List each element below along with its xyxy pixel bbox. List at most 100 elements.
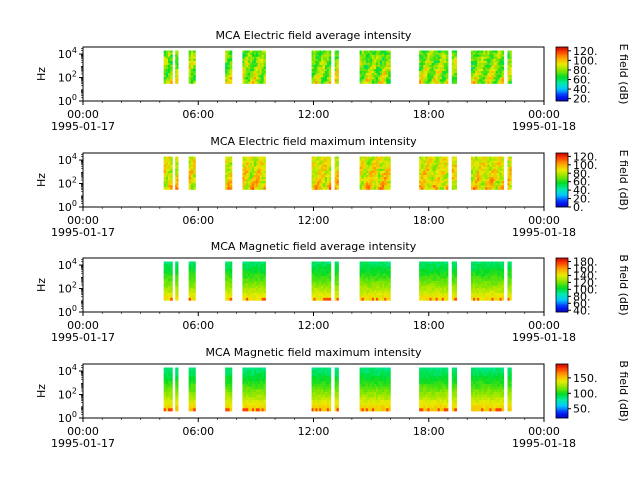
spectrogram-cell [175,268,178,272]
spectrogram-cell [509,263,512,267]
spectrogram-cell [382,268,385,272]
spectrogram-cell [259,166,263,170]
spectrogram-cell [315,397,318,401]
spectrogram-cell [471,54,474,58]
spectrogram-cell [491,158,494,162]
spectrogram-cell [475,164,478,168]
spectrogram-cell [475,177,478,180]
colorbar-swatch [556,283,568,286]
spectrogram-cell [419,73,422,76]
spectrogram-cell [176,73,179,76]
spectrogram-cell [435,73,439,76]
spectrogram-cell [250,52,253,56]
spectrogram-cell [431,175,434,178]
spectrogram-cell [375,185,379,188]
spectrogram-cell [317,402,320,406]
spectrogram-cell [257,166,261,170]
spectrogram-cell [253,160,257,164]
spectrogram-cell [248,297,251,301]
spectrogram-cell [509,268,512,272]
spectrogram-cell [229,381,233,385]
spectrogram-cell [244,293,247,296]
spectrogram-cell [437,66,441,70]
spectrogram-cell [495,183,498,186]
spectrogram-cell [388,290,391,294]
spectrogram-cell [388,271,391,275]
spectrogram-cell [227,276,231,279]
spectrogram-cell [433,268,437,272]
spectrogram-cell [431,285,434,289]
spectrogram-cell [380,56,383,60]
spectrogram-cell [244,295,247,299]
spectrogram-cell [380,66,383,70]
spectrogram-cell [242,73,245,76]
spectrogram-cell [509,185,512,188]
spectrogram-cell [255,60,259,64]
spectrogram-cell [507,172,510,176]
spectrogram-cell [261,268,264,272]
spectrogram-cell [491,280,494,284]
spectrogram-cell [261,370,264,374]
spectrogram-cell [435,156,439,159]
spectrogram-cell [229,375,233,379]
spectrogram-cell [255,160,259,164]
spectrogram-cell [317,177,320,180]
spectrogram-cell [165,172,169,176]
spectrogram-cell [315,295,318,299]
spectrogram-cell [425,179,428,182]
spectrogram-cell [323,278,326,282]
spectrogram-cell [479,156,482,159]
spectrogram-cell [170,172,173,176]
spectrogram-cell [491,162,494,166]
spectrogram-cell [477,288,480,291]
spectrogram-cell [321,273,324,277]
spectrogram-cell [248,77,251,80]
spectrogram-cell [175,162,178,166]
spectrogram-cell [190,408,194,412]
spectrogram-cell [170,162,173,166]
spectrogram-cell [311,394,314,398]
spectrogram-cell [489,75,492,78]
spectrogram-cell [325,187,328,190]
spectrogram-cell [313,179,316,182]
spectrogram-cell [451,81,455,84]
spectrogram-cell [253,285,257,289]
spectrogram-cell [487,175,490,178]
spectrogram-cell [386,79,389,82]
spectrogram-cell [259,367,263,371]
spectrogram-cell [479,273,482,277]
spectrogram-cell [188,278,192,282]
spectrogram-cell [386,81,389,84]
spectrogram-cell [259,381,263,385]
spectrogram-cell [423,160,426,164]
spectrogram-cell [475,179,478,182]
spectrogram-cell [471,81,474,84]
spectrogram-cell [244,276,247,279]
spectrogram-cell [252,402,255,406]
spectrogram-cell [483,73,486,76]
spectrogram-cell [425,56,428,60]
spectrogram-cell [363,283,367,287]
spectrogram-cell [439,278,443,282]
spectrogram-cell [437,293,441,296]
colorbar-swatch [556,53,568,56]
spectrogram-cell [433,69,437,72]
spectrogram-cell [359,60,363,64]
spectrogram-cell [485,58,488,62]
spectrogram-cell [257,386,261,390]
spectrogram-cell [477,168,480,172]
spectrogram-cell [359,69,363,72]
spectrogram-cell [250,372,253,377]
spectrogram-cell [165,64,169,68]
spectrogram-cell [473,283,476,287]
spectrogram-cell [501,54,505,58]
spectrogram-cell [336,185,339,188]
spectrogram-cell [384,278,387,282]
y-tick-exp: 0 [72,199,77,208]
spectrogram-cell [499,52,503,56]
spectrogram-cell [328,183,332,186]
spectrogram-cell [321,271,324,275]
spectrogram-cell [441,79,445,82]
spectrogram-cell [371,273,375,277]
spectrogram-cell [170,181,173,184]
